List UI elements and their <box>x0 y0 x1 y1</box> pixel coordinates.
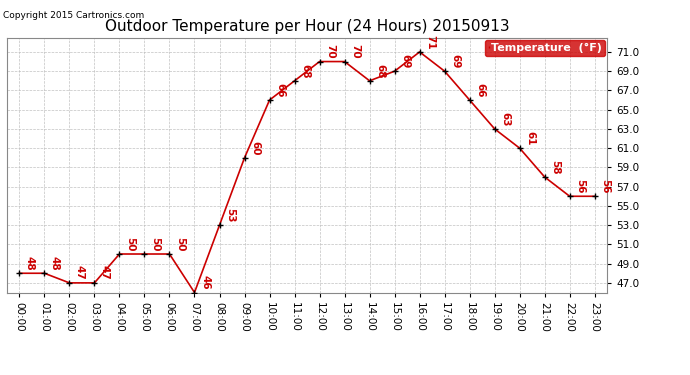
Text: 71: 71 <box>425 34 435 49</box>
Legend: Temperature  (°F): Temperature (°F) <box>485 40 605 57</box>
Text: 61: 61 <box>525 131 535 146</box>
Text: 53: 53 <box>225 208 235 222</box>
Title: Outdoor Temperature per Hour (24 Hours) 20150913: Outdoor Temperature per Hour (24 Hours) … <box>105 18 509 33</box>
Text: 66: 66 <box>275 83 285 97</box>
Text: 50: 50 <box>175 237 185 251</box>
Text: 50: 50 <box>150 237 160 251</box>
Text: 48: 48 <box>50 256 60 270</box>
Text: 48: 48 <box>25 256 35 270</box>
Text: 70: 70 <box>350 44 360 59</box>
Text: 69: 69 <box>450 54 460 68</box>
Text: 47: 47 <box>100 266 110 280</box>
Text: 60: 60 <box>250 141 260 155</box>
Text: 69: 69 <box>400 54 410 68</box>
Text: Copyright 2015 Cartronics.com: Copyright 2015 Cartronics.com <box>3 11 145 20</box>
Text: 58: 58 <box>550 160 560 174</box>
Text: 56: 56 <box>575 179 585 194</box>
Text: 50: 50 <box>125 237 135 251</box>
Text: 46: 46 <box>200 275 210 290</box>
Text: 47: 47 <box>75 266 85 280</box>
Text: 66: 66 <box>475 83 485 97</box>
Text: 56: 56 <box>600 179 610 194</box>
Text: 63: 63 <box>500 112 510 126</box>
Text: 68: 68 <box>375 63 385 78</box>
Text: 70: 70 <box>325 44 335 59</box>
Text: 68: 68 <box>300 63 310 78</box>
